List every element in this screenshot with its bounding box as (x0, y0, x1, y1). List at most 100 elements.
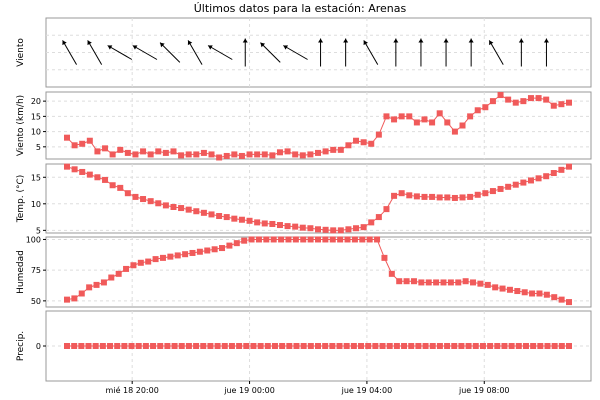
data-point (505, 96, 512, 103)
data-point (286, 343, 293, 349)
data-point (200, 209, 207, 216)
y-tick-label: 15 (31, 112, 41, 121)
data-point (123, 265, 130, 272)
data-point (79, 168, 86, 175)
wind-arrow (518, 38, 524, 67)
data-point (140, 148, 147, 155)
y-axis-label: Temp. (°C) (16, 175, 26, 224)
data-point (375, 214, 382, 221)
data-point (360, 139, 367, 146)
data-point (200, 343, 207, 349)
panel-frame (45, 91, 592, 160)
data-point (162, 202, 169, 209)
data-point (322, 236, 329, 243)
data-point (353, 137, 360, 144)
data-point (278, 236, 285, 243)
data-point (413, 119, 420, 126)
data-point (406, 192, 413, 199)
wind-arrow (159, 42, 181, 63)
data-point (474, 191, 481, 198)
wind-arrow (132, 45, 158, 60)
data-point (216, 154, 223, 161)
x-tick-label: mié 18 20:00 (106, 385, 159, 395)
wind-arrow (418, 38, 424, 67)
data-point (410, 278, 417, 285)
data-point (185, 151, 192, 158)
data-point (200, 149, 207, 156)
data-point (108, 274, 115, 281)
data-point (255, 236, 262, 243)
wind-arrow (363, 40, 379, 65)
data-point (238, 152, 245, 159)
data-point (140, 196, 147, 203)
data-point (94, 174, 101, 181)
data-point (345, 142, 352, 149)
data-point (521, 289, 528, 296)
data-point (132, 151, 139, 158)
data-point (279, 343, 286, 349)
data-point (178, 152, 185, 159)
x-tick-label: jue 19 04:00 (341, 386, 393, 395)
data-point (219, 245, 226, 252)
data-point (383, 113, 390, 120)
wind-arrow (343, 38, 349, 67)
y-axis-label: Humedad (16, 250, 26, 294)
data-point (358, 343, 365, 349)
data-point (398, 190, 405, 197)
data-point (465, 343, 472, 349)
data-point (257, 343, 264, 349)
data-point (499, 285, 506, 292)
wind-arrow (260, 42, 281, 63)
data-point (271, 343, 278, 349)
data-point (436, 194, 443, 201)
data-point (102, 176, 109, 183)
data-point (375, 131, 382, 138)
data-point (386, 343, 393, 349)
data-point (178, 205, 185, 212)
y-tick-label: 0 (36, 342, 41, 351)
data-point (447, 279, 454, 286)
data-point (71, 343, 78, 349)
data-point (537, 343, 544, 349)
data-point (467, 113, 474, 120)
data-point (86, 171, 93, 178)
data-point (284, 223, 291, 230)
data-point (455, 279, 462, 286)
data-point (550, 102, 557, 109)
data-point (128, 343, 135, 349)
data-point (117, 146, 124, 153)
data-point (124, 190, 131, 197)
data-point (422, 343, 429, 349)
data-point (264, 343, 271, 349)
data-point (522, 343, 529, 349)
data-point (365, 343, 372, 349)
data-point (193, 208, 200, 215)
data-point (330, 146, 337, 153)
wind-arrow (283, 45, 308, 60)
data-point (117, 184, 124, 191)
wind-arrow (87, 40, 103, 65)
data-point (381, 254, 388, 261)
data-point (307, 151, 314, 158)
data-point (451, 194, 458, 201)
data-point (94, 148, 101, 155)
data-point (152, 256, 159, 263)
data-point (170, 148, 177, 155)
data-point (433, 279, 440, 286)
y-tick-label: 15 (31, 173, 41, 182)
data-point (512, 181, 519, 188)
data-point (406, 113, 413, 120)
data-point (270, 236, 277, 243)
data-point (366, 236, 373, 243)
panel-4: Precip. 0 (16, 310, 592, 382)
data-point (64, 134, 70, 141)
data-point (512, 99, 519, 106)
data-point (527, 95, 534, 102)
data-point (193, 343, 200, 349)
data-point (185, 343, 192, 349)
data-point (536, 290, 543, 297)
wind-arrow (468, 38, 474, 67)
wind-arrow (443, 38, 449, 67)
data-point (330, 227, 337, 234)
